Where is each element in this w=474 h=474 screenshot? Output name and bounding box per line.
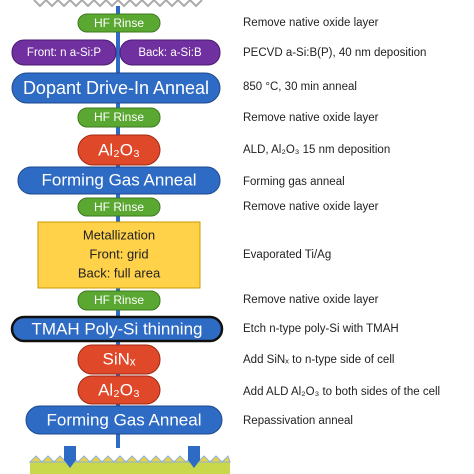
- step: TMAH Poly-Si thinning Etch n-type poly-S…: [10, 315, 399, 343]
- step-description: Add SiNₓ to n-type side of cell: [243, 354, 394, 366]
- step-label: Al₂O₃: [98, 380, 140, 399]
- step-label: Al₂O₃: [98, 140, 140, 159]
- step: Metallization Front: grid Back: full are…: [37, 221, 331, 289]
- step: Al₂O₃ Add ALD Al₂O₃ to both sides of the…: [77, 375, 440, 405]
- step: Forming Gas Anneal Repassivation anneal: [25, 405, 353, 435]
- step: Forming Gas Anneal Forming gas anneal: [17, 166, 345, 195]
- step: HF Rinse Remove native oxide layer: [77, 197, 379, 217]
- wafer-top: [33, 0, 203, 8]
- step-label: SiNₓ: [103, 349, 136, 368]
- step-label: Metallization: [83, 227, 155, 242]
- step-label: Back: full area: [78, 265, 161, 280]
- step: Al₂O₃ ALD, Al₂O₃ 15 nm deposition: [77, 134, 390, 166]
- cell-illustration: [28, 446, 231, 474]
- step-description: 850 °C, 30 min anneal: [243, 81, 357, 93]
- step-label: Back: a-Si:B: [138, 47, 202, 59]
- step: HF Rinse Remove native oxide layer: [77, 107, 379, 128]
- step-label: Forming Gas Anneal: [42, 170, 197, 189]
- step-description: Remove native oxide layer: [243, 112, 379, 124]
- step: HF Rinse Remove native oxide layer: [77, 290, 379, 311]
- step-label: Forming Gas Anneal: [47, 410, 202, 429]
- step: SiNₓ Add SiNₓ to n-type side of cell: [77, 344, 394, 375]
- step-label: Front: n a-Si:P: [27, 47, 101, 59]
- step-label: HF Rinse: [94, 293, 144, 307]
- step-label: HF Rinse: [94, 16, 144, 30]
- step-description: Add ALD Al₂O₃ to both sides of the cell: [243, 386, 440, 398]
- step-label: HF Rinse: [94, 200, 144, 214]
- step-label: TMAH Poly-Si thinning: [31, 319, 202, 338]
- step-description: Remove native oxide layer: [243, 17, 379, 29]
- step: Front: n a-Si:P Back: a-Si:B PECVD a-Si:…: [11, 39, 426, 66]
- step-description: Evaporated Ti/Ag: [243, 249, 331, 261]
- step: HF Rinse Remove native oxide layer: [77, 13, 379, 33]
- step-label: Dopant Drive-In Anneal: [23, 78, 209, 98]
- step-description: ALD, Al₂O₃ 15 nm deposition: [243, 144, 390, 156]
- step-description: Etch n-type poly-Si with TMAH: [243, 323, 399, 335]
- step-description: Remove native oxide layer: [243, 294, 379, 306]
- step-label: Front: grid: [89, 246, 148, 261]
- step-description: Remove native oxide layer: [243, 201, 379, 213]
- step-description: Repassivation anneal: [243, 415, 353, 427]
- step: Dopant Drive-In Anneal 850 °C, 30 min an…: [11, 72, 357, 104]
- step-description: Forming gas anneal: [243, 176, 345, 188]
- step-label: HF Rinse: [94, 110, 144, 124]
- step-description: PECVD a-Si:B(P), 40 nm deposition: [243, 47, 426, 59]
